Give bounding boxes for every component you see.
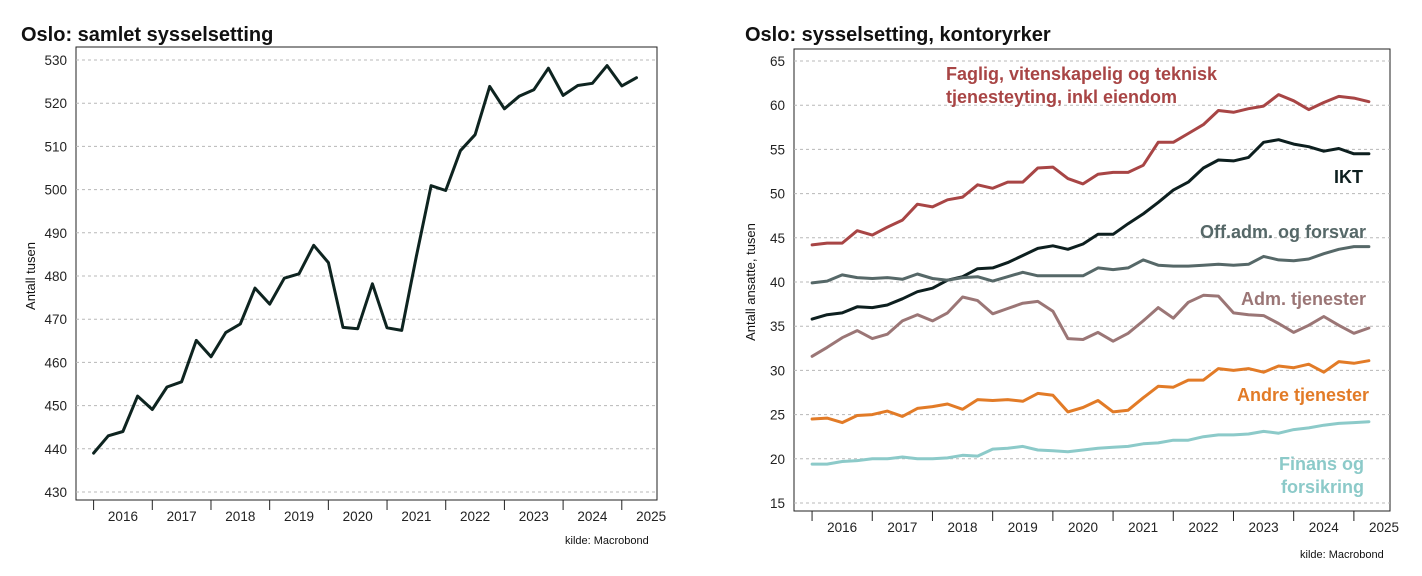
y-tick-label: 430 xyxy=(44,485,67,500)
source-label: kilde: Macrobond xyxy=(565,535,649,547)
chart-title: Oslo: sysselsetting, kontoryrker xyxy=(745,24,1051,46)
x-tick-label: 2022 xyxy=(460,509,490,524)
y-tick-label: 50 xyxy=(770,187,785,202)
y-tick-label: 500 xyxy=(44,183,67,198)
y-tick-label: 530 xyxy=(44,53,67,68)
x-tick-label: 2025 xyxy=(1369,520,1399,535)
y-tick-label: 30 xyxy=(770,363,785,378)
series-line-adm-tjenester xyxy=(810,293,1371,358)
x-tick-label: 2018 xyxy=(225,509,255,524)
y-tick-label: 490 xyxy=(44,226,67,241)
y-tick-label: 15 xyxy=(770,496,785,511)
series-line-faglig-vitenskapelig-og-teknisk-tjenesteyting-inkl-eiendom xyxy=(810,93,1371,247)
y-tick-label: 520 xyxy=(44,96,67,111)
y-tick-label: 60 xyxy=(770,98,785,113)
series-line-off-adm-og-forsvar xyxy=(810,245,1371,285)
x-tick-label: 2018 xyxy=(948,520,978,535)
x-tick-label: 2023 xyxy=(1249,520,1279,535)
series-line-andre-tjenester xyxy=(810,359,1371,425)
x-tick-label: 2017 xyxy=(887,520,917,535)
y-tick-label: 65 xyxy=(770,54,785,69)
series-label: Off.adm. og forsvar xyxy=(1200,222,1366,242)
x-tick-label: 2025 xyxy=(636,509,666,524)
series-label: Andre tjenester xyxy=(1237,385,1369,405)
y-tick-label: 510 xyxy=(44,139,67,154)
x-tick-label: 2022 xyxy=(1188,520,1218,535)
y-tick-label: 460 xyxy=(44,355,67,370)
series-line-finans-og-forsikring xyxy=(810,420,1371,466)
x-tick-label: 2020 xyxy=(1068,520,1098,535)
y-tick-label: 35 xyxy=(770,319,785,334)
plot-frame xyxy=(793,48,1391,512)
x-tick-label: 2017 xyxy=(167,509,197,524)
y-tick-label: 25 xyxy=(770,408,785,423)
y-tick-label: 45 xyxy=(770,231,785,246)
y-axis-title: Antall ansatte, tusen xyxy=(743,223,758,341)
x-tick-label: 2016 xyxy=(108,509,138,524)
source-label: kilde: Macrobond xyxy=(1300,549,1384,561)
x-tick-label: 2024 xyxy=(577,509,608,524)
x-tick-label: 2023 xyxy=(519,509,549,524)
series-label: Faglig, vitenskapelig og teknisk xyxy=(946,64,1218,84)
x-tick-label: 2019 xyxy=(1008,520,1038,535)
y-tick-label: 55 xyxy=(770,142,785,157)
y-tick-label: 480 xyxy=(44,269,67,284)
series-label: Adm. tjenester xyxy=(1241,289,1366,309)
x-tick-label: 2021 xyxy=(1128,520,1158,535)
series-label: Finans og xyxy=(1279,454,1364,474)
y-tick-label: 40 xyxy=(770,275,785,290)
x-tick-label: 2024 xyxy=(1309,520,1340,535)
x-tick-label: 2016 xyxy=(827,520,857,535)
series-line-ikt xyxy=(810,138,1371,321)
plot-frame xyxy=(75,46,658,501)
x-tick-label: 2020 xyxy=(343,509,373,524)
y-tick-label: 450 xyxy=(44,399,67,414)
x-tick-label: 2019 xyxy=(284,509,314,524)
line-chart-total-employment: 430 440 450 460 470 480 490 500 510 520 530 2016 201… xyxy=(23,46,666,524)
y-axis-title: Antall tusen xyxy=(23,242,38,310)
series-label: tjenesteyting, inkl eiendom xyxy=(946,87,1177,107)
series-label: forsikring xyxy=(1281,477,1364,497)
y-tick-label: 20 xyxy=(770,452,785,467)
chart-panel-total-employment: Oslo: samlet sysselsetting 430 440 450 460 4… xyxy=(0,0,700,576)
chart-panel-office-occupations: Oslo: sysselsetting, kontoryrker 15 20 25 3… xyxy=(722,0,1422,576)
y-tick-label: 470 xyxy=(44,312,67,327)
x-tick-label: 2021 xyxy=(401,509,431,524)
chart-title: Oslo: samlet sysselsetting xyxy=(21,24,274,46)
series-line xyxy=(92,64,638,455)
series-label: IKT xyxy=(1334,167,1363,187)
y-tick-label: 440 xyxy=(44,442,67,457)
